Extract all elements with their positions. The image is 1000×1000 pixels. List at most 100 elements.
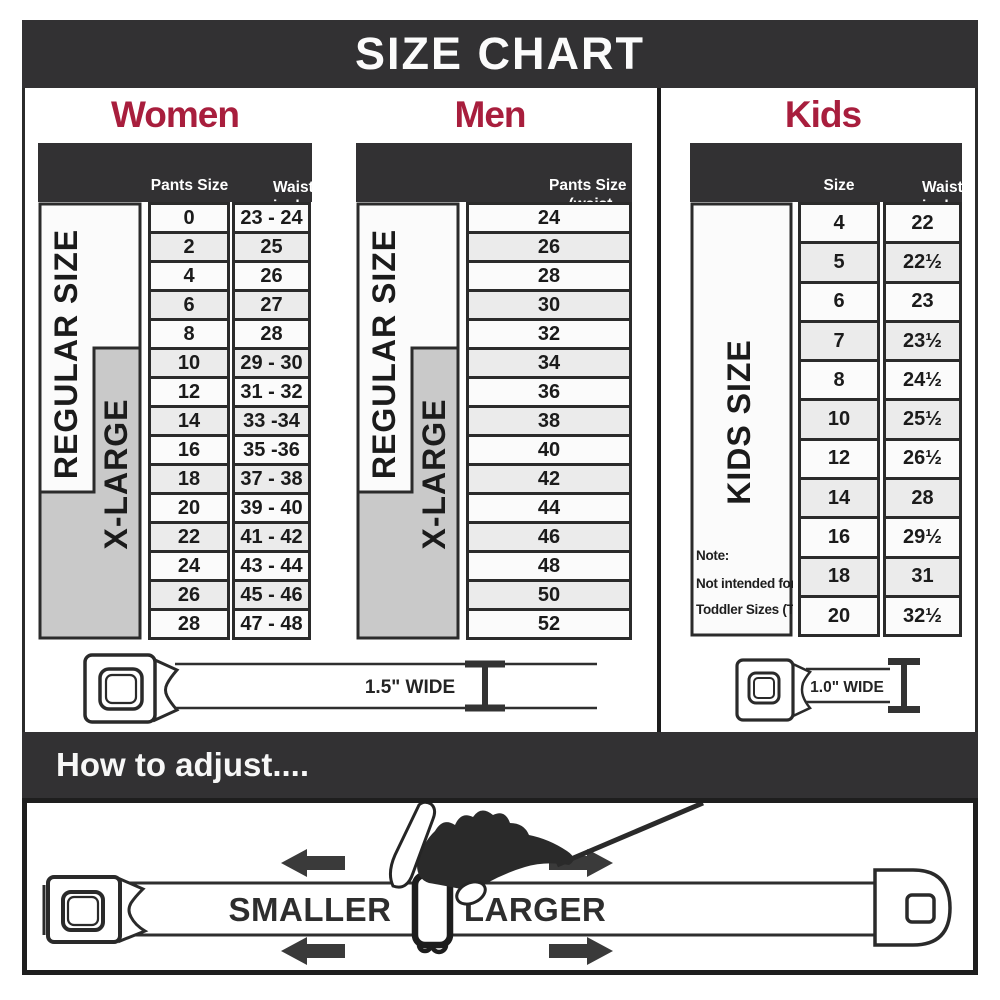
table-cell: 46 [466, 521, 632, 553]
kids-header-waist: Waistinches [922, 179, 971, 215]
table-cell: 41 - 42 [232, 521, 311, 553]
arrow-left-icon [281, 849, 345, 877]
women-xlarge-label: X-LARGE [98, 399, 134, 550]
how-to-adjust-title: How to adjust.... [56, 746, 309, 783]
table-cell: 37 - 38 [232, 463, 311, 495]
table-cell: 14 [148, 405, 230, 437]
women-side-label-graphic: REGULAR SIZE X-LARGE [38, 202, 142, 640]
table-cell: 14 [798, 477, 880, 520]
kids-header-size: Size [823, 177, 855, 195]
table-cell: 23 - 24 [232, 202, 311, 234]
table-cell: 20 [148, 492, 230, 524]
women-waist-column: 23 - 24 25 26 27 28 29 - 30 31 - 32 33 -34 35 -3… [232, 202, 311, 640]
how-to-adjust-banner: How to adjust.... [22, 732, 978, 798]
table-cell: 28 [466, 260, 632, 292]
larger-label: LARGER [464, 891, 606, 928]
table-cell: 42 [466, 463, 632, 495]
adjust-illustration-panel: SMALLER LARGER [22, 798, 978, 975]
table-cell: 20 [798, 594, 880, 638]
adjust-illustration: SMALLER LARGER [42, 800, 952, 965]
pulled-strap-line [556, 800, 704, 868]
table-cell: 18 [798, 555, 880, 598]
table-cell: 35 -36 [232, 434, 311, 466]
men-regular-size-label: REGULAR SIZE [366, 229, 402, 479]
table-cell: 27 [232, 289, 311, 321]
men-xlarge-label: X-LARGE [416, 399, 452, 550]
measure-marker-icon [888, 658, 920, 713]
table-cell: 48 [466, 550, 632, 582]
table-cell: 32 [466, 318, 632, 350]
panel-right-border [975, 88, 978, 732]
table-cell: 26 [148, 579, 230, 611]
table-cell: 5 [798, 241, 880, 284]
seatbelt-buckle-icon [735, 658, 812, 722]
kids-note-line1: Note: [696, 548, 729, 563]
table-cell: 38 [466, 405, 632, 437]
kids-waist-column: 22 22½ 23 23½ 24½ 25½ 26½ 28 29½ 31 32½ [883, 202, 962, 638]
kids-size-label: KIDS SIZE [721, 339, 757, 504]
table-cell: 10 [798, 398, 880, 441]
kids-table-header: Size Waistinches [690, 143, 971, 215]
kids-belt-graphic: 1.0" WIDE [735, 658, 920, 722]
table-cell: 0 [148, 202, 230, 234]
table-cell: 47 - 48 [232, 608, 311, 640]
table-cell: 28 [148, 608, 230, 640]
table-cell: 32½ [883, 594, 962, 638]
table-cell: 8 [798, 359, 880, 402]
kids-belt-width-label: 1.0" WIDE [810, 679, 884, 696]
table-cell: 22½ [883, 241, 962, 284]
women-pants-size-column: 0 2 4 6 8 10 12 14 16 18 20 22 24 26 28 [148, 202, 230, 640]
men-pants-size-column: 24 26 28 30 32 34 36 38 40 42 44 46 48 50 52 [466, 202, 632, 640]
table-cell: 6 [148, 289, 230, 321]
arrow-right-icon [549, 937, 613, 965]
table-cell: 26½ [883, 437, 962, 481]
table-cell: 43 - 44 [232, 550, 311, 582]
table-cell: 28 [883, 477, 962, 520]
table-cell: 50 [466, 579, 632, 611]
kids-title: Kids [784, 94, 862, 135]
table-cell: 39 - 40 [232, 492, 311, 524]
women-regular-size-label: REGULAR SIZE [48, 229, 84, 479]
kids-note-line2: Not intended for [696, 576, 793, 591]
table-cell: 12 [798, 437, 880, 481]
adult-belt-width-label: 1.5" WIDE [365, 677, 455, 698]
table-cell: 22 [883, 202, 962, 245]
table-cell: 25½ [883, 398, 962, 441]
table-cell: 31 - 32 [232, 376, 311, 408]
table-cell: 7 [798, 319, 880, 363]
men-title: Men [454, 94, 527, 135]
table-cell: 2 [148, 231, 230, 263]
table-cell: 45 - 46 [232, 579, 311, 611]
belt-slider-icon [411, 871, 454, 955]
men-header-pants: Pants Size(waist inches) [549, 177, 627, 232]
table-cell: 26 [232, 260, 311, 292]
arrow-left-icon [281, 937, 345, 965]
table-cell: 40 [466, 434, 632, 466]
women-title: Women [111, 94, 240, 135]
table-cell: 16 [798, 516, 880, 559]
table-cell: 29½ [883, 516, 962, 559]
table-cell: 12 [148, 376, 230, 408]
panel-left-border [22, 88, 25, 732]
seatbelt-buckle-icon [42, 875, 149, 944]
table-cell: 18 [148, 463, 230, 495]
women-header-pants: Pants Size [150, 177, 229, 195]
table-cell: 23 [883, 280, 962, 323]
size-chart-banner: SIZE CHART [22, 20, 978, 88]
table-cell: 23½ [883, 319, 962, 363]
women-table-header: Pants Size Waistinches [38, 143, 322, 215]
belt-tip-icon [873, 868, 952, 947]
kids-panel-divider [657, 88, 661, 732]
table-cell: 36 [466, 376, 632, 408]
pinching-hand-icon [388, 800, 704, 906]
table-cell: 16 [148, 434, 230, 466]
table-cell: 28 [232, 318, 311, 350]
table-cell: 30 [466, 289, 632, 321]
kids-note-line3: Toddler Sizes (T) [696, 602, 793, 617]
table-cell: 44 [466, 492, 632, 524]
men-side-label-graphic: REGULAR SIZE X-LARGE [356, 202, 460, 640]
table-cell: 4 [148, 260, 230, 292]
table-cell: 6 [798, 280, 880, 323]
table-cell: 52 [466, 608, 632, 640]
